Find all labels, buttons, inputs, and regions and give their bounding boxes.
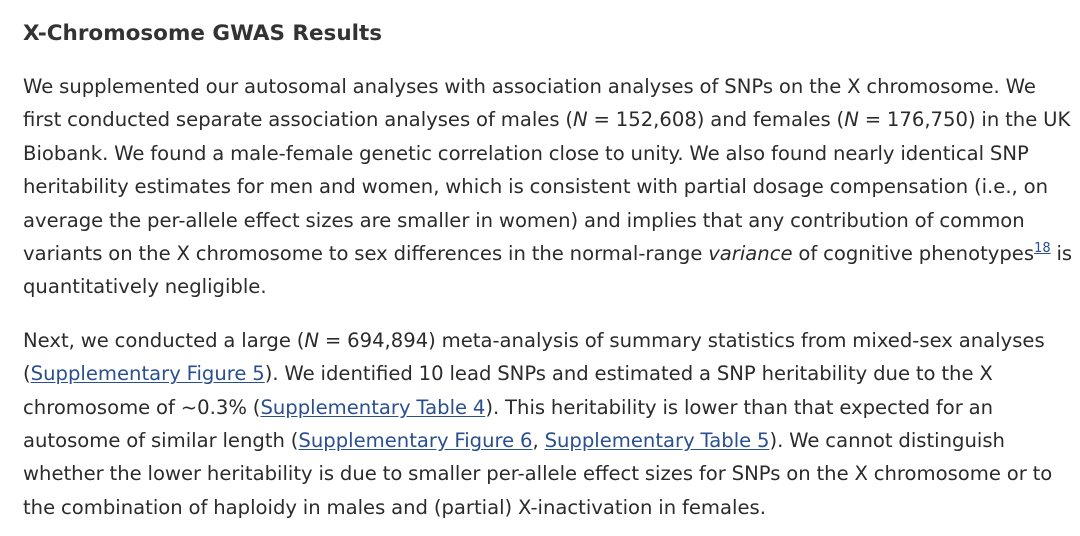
link-supplementary-figure-6[interactable]: Supplementary Figure 6 xyxy=(298,429,533,453)
text-run: = 694,894) meta-analysis of summary stat… xyxy=(319,328,1045,352)
text-line: quantitatively negligible. xyxy=(23,275,267,299)
link-supplementary-table-5[interactable]: Supplementary Table 5 xyxy=(544,429,770,453)
link-supplementary-table-4[interactable]: Supplementary Table 4 xyxy=(260,395,486,419)
sample-size-symbol: N xyxy=(844,108,859,132)
text-line: average the per-allele effect sizes are … xyxy=(23,208,1025,232)
text-line: variants on the X chromosome to sex diff… xyxy=(23,237,1072,270)
text-run: is xyxy=(1050,242,1073,266)
text-run: chromosome of ~0.3% ( xyxy=(23,395,261,419)
text-run: ). This heritability is lower than that … xyxy=(485,395,994,419)
sample-size-symbol: N xyxy=(304,328,320,352)
text-line: We supplemented our autosomal analyses w… xyxy=(23,75,1036,98)
link-supplementary-figure-5[interactable]: Supplementary Figure 5 xyxy=(30,362,265,386)
article-section: X-Chromosome GWAS Results We supplemente… xyxy=(23,0,1072,524)
text-line: whether the lower heritability is due to… xyxy=(23,462,1053,486)
text-run: = 176,750) in the UK xyxy=(858,108,1071,132)
text-line: (Supplementary Figure 5). We identified … xyxy=(23,357,1063,390)
citation-superscript: 18 xyxy=(1034,241,1051,256)
section-heading: X-Chromosome GWAS Results xyxy=(23,21,383,46)
text-run: ( xyxy=(23,362,31,386)
text-run: , xyxy=(532,429,545,453)
sample-size-symbol: N xyxy=(573,108,588,132)
text-line: autosome of similar length (Supplementar… xyxy=(23,424,1063,457)
text-run: of cognitive phenotypes xyxy=(792,242,1035,266)
text-run: first conducted separate association ana… xyxy=(23,108,574,132)
text-run: variants on the X chromosome to sex diff… xyxy=(23,242,709,266)
text-run: Next, we conducted a large ( xyxy=(23,328,305,352)
text-run: ). We identified 10 lead SNPs and estima… xyxy=(264,362,993,386)
paragraph-2: Next, we conducted a large (N = 694,894)… xyxy=(23,324,1063,524)
text-run: autosome of similar length ( xyxy=(23,429,299,453)
paragraph-1: We supplemented our autosomal analyses w… xyxy=(23,70,1072,304)
text-line: Biobank. We found a male-female genetic … xyxy=(23,141,1029,165)
text-line: Next, we conducted a large (N = 694,894)… xyxy=(23,324,1063,357)
citation-link-18[interactable]: 18 xyxy=(1034,241,1051,257)
text-run: = 152,608) and females ( xyxy=(587,108,845,132)
text-line: chromosome of ~0.3% (Supplementary Table… xyxy=(23,391,1063,424)
text-line: heritability estimates for men and women… xyxy=(23,175,1049,199)
text-run: ). We cannot distinguish xyxy=(769,429,1005,453)
emphasis-variance: variance xyxy=(708,242,793,266)
text-line: first conducted separate association ana… xyxy=(23,103,1070,136)
text-line: the combination of haploidy in males and… xyxy=(23,495,766,519)
